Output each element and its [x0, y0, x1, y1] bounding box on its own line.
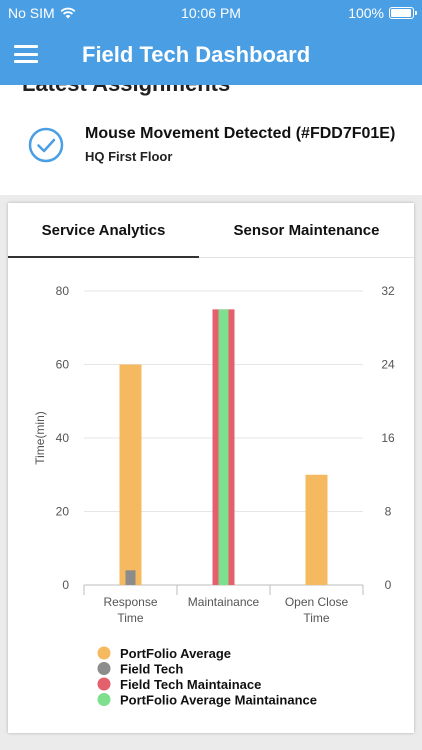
legend-swatch — [97, 693, 111, 706]
bar-portfolio-average — [305, 474, 328, 585]
x-tick-label: Open Close — [285, 595, 349, 609]
y2-tick-label: 16 — [381, 431, 395, 445]
x-tick-label: Response — [103, 595, 157, 609]
bar-field-tech — [125, 570, 136, 585]
app-header: No SIM 10:06 PM 100% Field Tech Dashboar… — [0, 0, 422, 85]
section-heading: Latest Assignments — [22, 85, 230, 97]
x-tick-label: Time — [303, 611, 330, 625]
analytics-card: Service Analytics Sensor Maintenance 0 20… — [8, 203, 414, 733]
y2-tick-label: 32 — [381, 284, 395, 298]
bar-portfolio-average-maintainance — [218, 309, 229, 585]
y-tick-label: 80 — [56, 284, 70, 298]
tab-sensor-maintenance[interactable]: Sensor Maintenance — [233, 222, 380, 239]
wifi-icon — [60, 7, 76, 19]
battery-fill — [391, 9, 411, 17]
y-tick-label: 20 — [56, 505, 70, 519]
legend-swatch — [97, 662, 111, 675]
x-tick-label: Time — [117, 611, 144, 625]
status-right: 100% — [348, 5, 417, 21]
legend-label: PortFolio Average Maintainance — [120, 693, 317, 708]
assignment-location: HQ First Floor — [85, 149, 173, 164]
battery-icon — [389, 7, 417, 19]
status-left: No SIM — [8, 5, 76, 21]
y-tick-label: 0 — [62, 578, 69, 592]
legend-label: Field Tech Maintainace — [120, 677, 261, 692]
tab-service-analytics[interactable]: Service Analytics — [8, 203, 199, 258]
assignment-title: Mouse Movement Detected (#FDD7F01E) — [85, 125, 396, 142]
legend-label: PortFolio Average — [120, 646, 231, 661]
legend-swatch — [97, 646, 111, 660]
carrier-label: No SIM — [8, 5, 55, 21]
assignment-item[interactable]: Mouse Movement Detected (#FDD7F01E) HQ F… — [0, 115, 422, 175]
x-tick-label: Maintainance — [188, 595, 260, 609]
bar-portfolio-average — [119, 364, 142, 585]
legend-swatch — [97, 677, 111, 691]
nav-bar: Field Tech Dashboard — [0, 32, 422, 76]
hamburger-menu-icon[interactable] — [12, 42, 40, 66]
status-time: 10:06 PM — [181, 5, 241, 21]
y-axis-label: Time(min) — [33, 411, 47, 465]
y2-tick-label: 8 — [385, 505, 392, 519]
y-tick-label: 60 — [56, 358, 70, 372]
tab-bar: Service Analytics Sensor Maintenance — [8, 203, 414, 258]
check-circle-icon — [28, 127, 64, 163]
service-analytics-chart: 0 20 40 60 80 0 8 16 24 32 Time(min) Response Time Ma… — [8, 258, 414, 733]
latest-assignments-section: Latest Assignments Mouse Movement Detect… — [0, 85, 422, 195]
y2-tick-label: 24 — [381, 358, 395, 372]
page-title: Field Tech Dashboard — [82, 42, 311, 67]
y2-tick-label: 0 — [385, 578, 392, 592]
status-bar: No SIM 10:06 PM 100% — [0, 0, 422, 24]
legend-label: Field Tech — [120, 662, 183, 677]
battery-percent: 100% — [348, 5, 384, 21]
y-tick-label: 40 — [56, 431, 70, 445]
chart-svg: 0 20 40 60 80 0 8 16 24 32 Time(min) Response Time Ma… — [33, 284, 395, 708]
